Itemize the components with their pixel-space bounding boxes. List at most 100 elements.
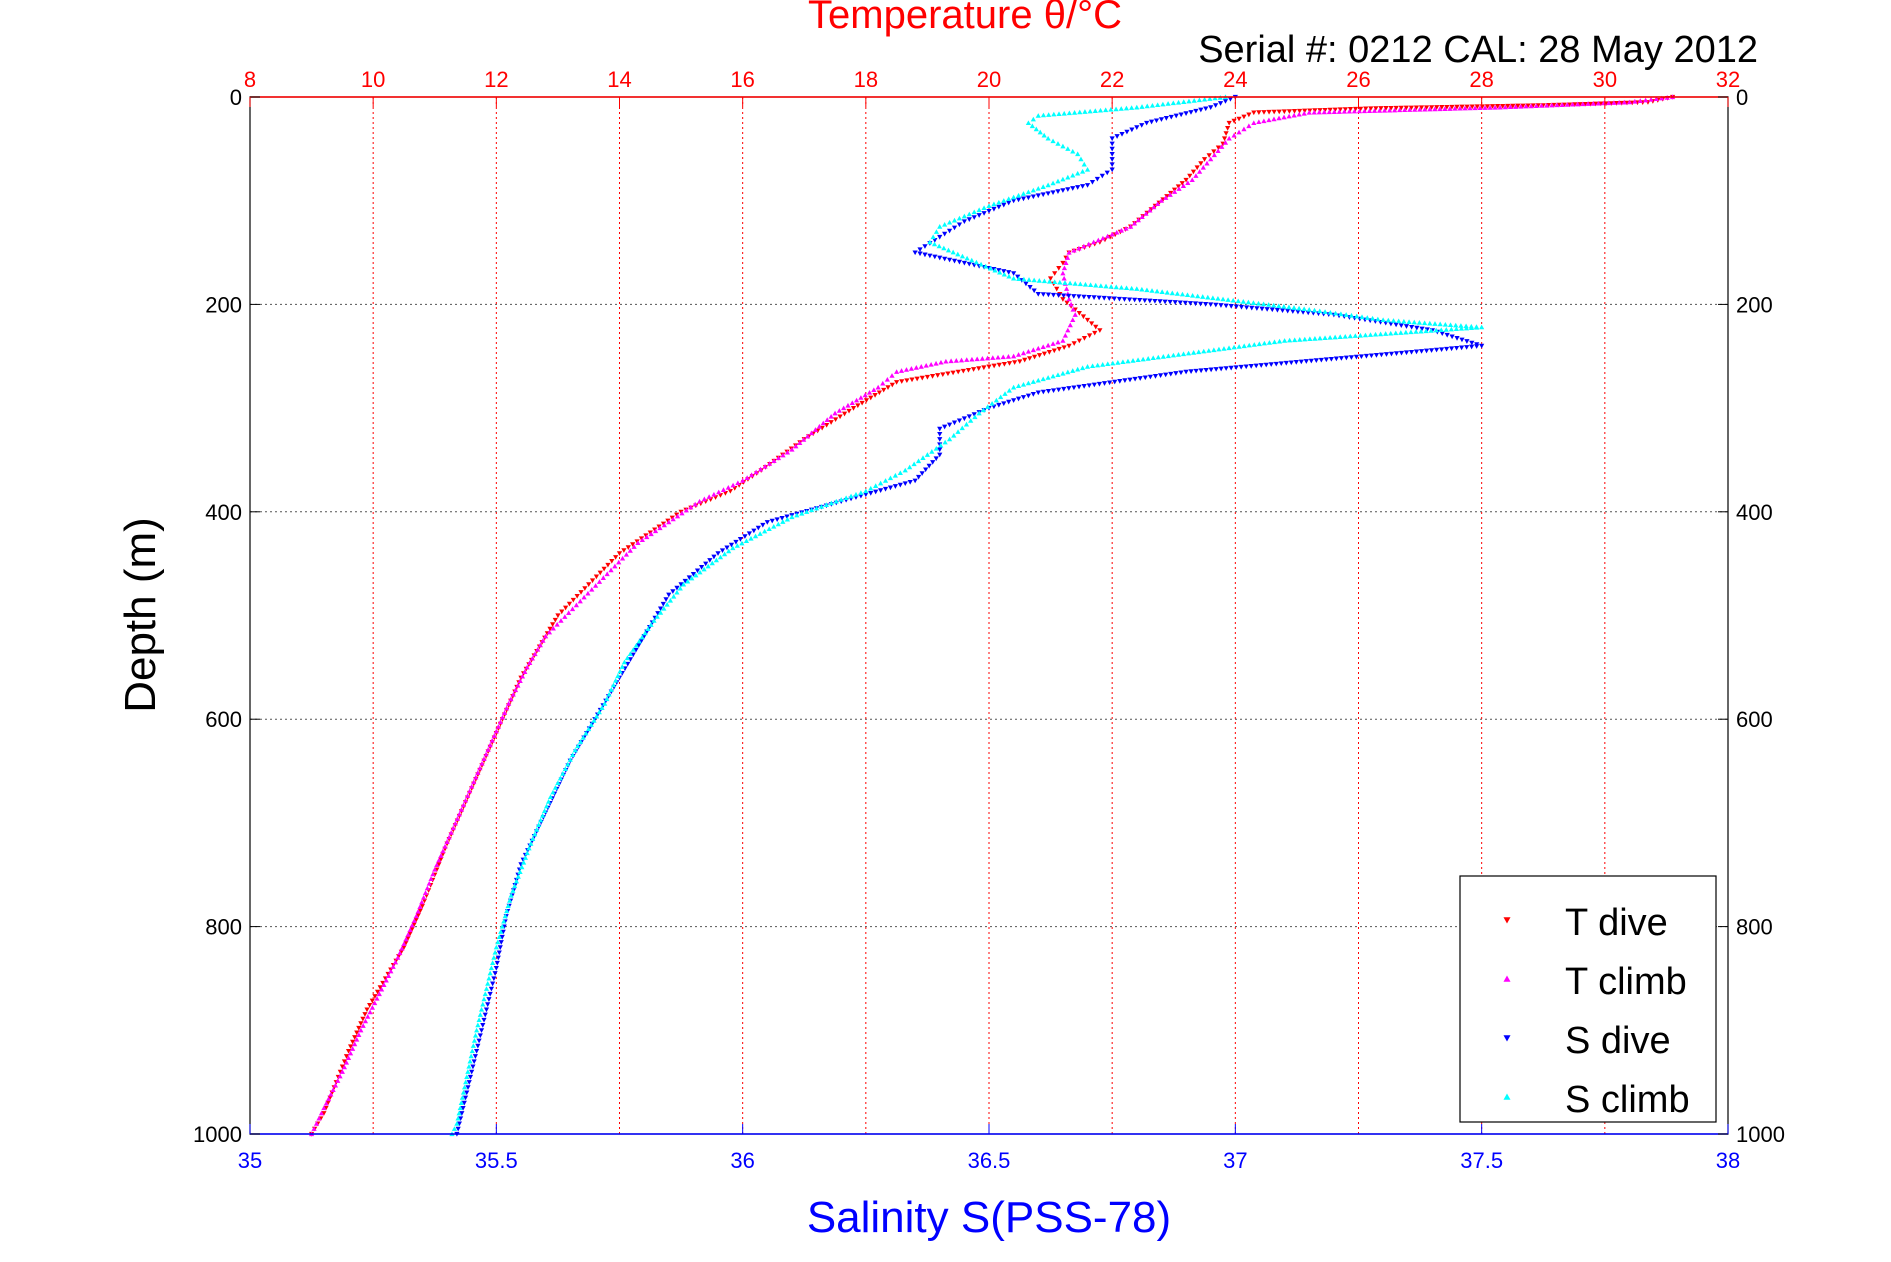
data-point [850, 406, 857, 411]
data-point [1523, 103, 1529, 109]
data-point [779, 515, 785, 521]
data-point [1021, 276, 1027, 282]
data-point [1266, 340, 1273, 345]
data-point [1351, 108, 1358, 114]
data-point [356, 1032, 362, 1037]
data-point [1332, 334, 1338, 340]
data-point [716, 489, 722, 495]
data-point [961, 260, 967, 266]
data-point [1072, 312, 1078, 317]
data-point [1132, 376, 1138, 382]
data-point [828, 420, 834, 425]
data-point [450, 825, 456, 831]
data-point [742, 534, 748, 539]
data-point [853, 491, 859, 497]
data-point [1099, 173, 1105, 179]
data-point [1006, 388, 1012, 393]
data-point [1408, 329, 1414, 335]
data-point [1281, 109, 1287, 115]
data-point [625, 545, 631, 550]
y-tick-label-left: 600 [205, 707, 242, 732]
data-point [1015, 383, 1022, 389]
data-point [1001, 361, 1007, 367]
data-point [892, 484, 898, 489]
data-point [1193, 368, 1199, 374]
data-point [1249, 305, 1255, 311]
data-point [1611, 100, 1617, 105]
data-point [1392, 107, 1398, 113]
data-point [399, 945, 405, 951]
data-point [1080, 168, 1086, 174]
data-point [937, 426, 943, 432]
data-point [409, 922, 415, 928]
data-point [1160, 354, 1166, 359]
data-point [499, 924, 505, 929]
data-point [1203, 302, 1209, 307]
data-point [552, 785, 559, 790]
data-point [497, 719, 504, 725]
data-point [1293, 360, 1299, 365]
data-point [1368, 353, 1375, 359]
x-top-tick-label: 12 [484, 67, 508, 92]
data-point [964, 357, 970, 362]
data-point [1076, 310, 1082, 316]
data-point [448, 830, 454, 835]
data-point [1361, 108, 1368, 114]
data-point [916, 474, 922, 480]
data-point [1176, 186, 1182, 191]
data-point [383, 977, 389, 983]
data-point [608, 687, 614, 692]
data-point [1119, 131, 1125, 137]
data-point [689, 575, 695, 581]
data-point [454, 816, 460, 821]
data-point [769, 518, 775, 524]
data-point [463, 1079, 469, 1085]
data-point [1100, 362, 1106, 367]
data-point [1291, 109, 1298, 114]
data-point [521, 859, 527, 865]
data-point [920, 455, 926, 460]
data-point [1193, 108, 1199, 114]
data-point [1393, 330, 1399, 336]
data-point [882, 486, 889, 492]
data-point [923, 362, 929, 368]
data-point [961, 416, 967, 422]
data-point [360, 1016, 366, 1022]
data-point [1040, 292, 1046, 297]
data-point [601, 566, 607, 572]
data-point [636, 643, 642, 649]
data-point [1197, 169, 1203, 174]
data-point [855, 403, 861, 409]
data-point [401, 941, 407, 946]
data-point [812, 427, 819, 432]
data-point [919, 471, 925, 476]
data-point [923, 467, 929, 473]
data-point [1066, 110, 1072, 116]
data-point [503, 705, 510, 711]
data-point [512, 687, 519, 693]
data-point [1215, 145, 1221, 151]
data-point [477, 1012, 483, 1017]
data-point [1469, 344, 1475, 350]
data-point [1271, 109, 1277, 115]
data-point [1437, 106, 1443, 112]
data-point [519, 864, 525, 870]
data-point [1060, 270, 1066, 276]
data-point [1246, 112, 1252, 118]
data-point [868, 491, 874, 496]
data-point [1356, 108, 1363, 114]
data-point [1006, 273, 1012, 279]
data-point [986, 208, 992, 214]
data-point [567, 757, 573, 762]
data-point [528, 841, 534, 846]
data-point [1305, 310, 1311, 316]
data-point [1124, 129, 1130, 135]
data-point [926, 463, 932, 469]
data-point [442, 843, 448, 849]
data-point [1317, 108, 1323, 113]
data-point [479, 760, 485, 766]
data-point [1510, 103, 1516, 109]
data-point [372, 994, 378, 999]
data-point [473, 774, 479, 780]
data-point [1033, 126, 1039, 132]
